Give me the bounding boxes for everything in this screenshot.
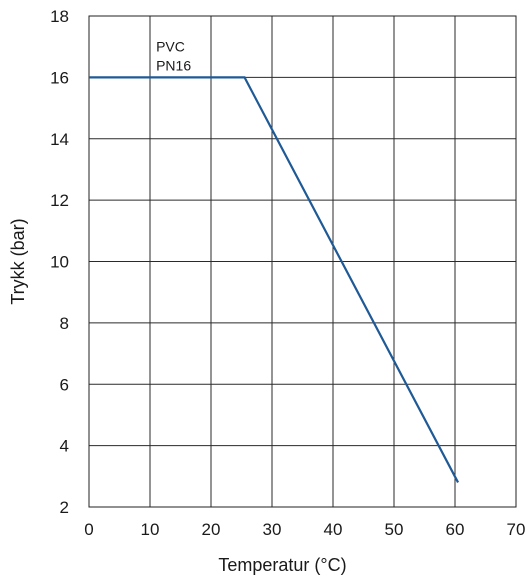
series-layer [89, 76, 460, 483]
x-tick-label: 60 [446, 520, 465, 539]
y-tick-label: 6 [60, 375, 69, 394]
grid [88, 15, 517, 508]
y-tick-labels: 2 4 6 8 10 12 14 16 18 [50, 7, 69, 517]
x-tick-label: 30 [263, 520, 282, 539]
y-tick-label: 16 [50, 68, 69, 87]
x-tick-label: 10 [141, 520, 160, 539]
y-tick-label: 8 [60, 314, 69, 333]
plot-frame [88, 15, 517, 508]
x-tick-label: 20 [202, 520, 221, 539]
annotation-pvc: PVC [156, 38, 185, 54]
x-tick-label: 70 [507, 520, 526, 539]
y-tick-label: 12 [50, 191, 69, 210]
y-tick-label: 18 [50, 7, 69, 26]
x-tick-labels: 0 10 20 30 40 50 60 70 [84, 520, 525, 539]
x-tick-label: 40 [324, 520, 343, 539]
x-axis-title: Temperatur (°C) [218, 555, 346, 575]
y-tick-label: 14 [50, 130, 69, 149]
y-tick-label: 10 [50, 253, 69, 272]
x-tick-label: 50 [385, 520, 404, 539]
series-line [89, 76, 460, 483]
annotation-pn16: PN16 [156, 57, 191, 73]
x-tick-label: 0 [84, 520, 93, 539]
y-tick-label: 4 [60, 437, 69, 456]
y-tick-label: 2 [60, 498, 69, 517]
y-axis-title: Trykk (bar) [8, 218, 28, 304]
